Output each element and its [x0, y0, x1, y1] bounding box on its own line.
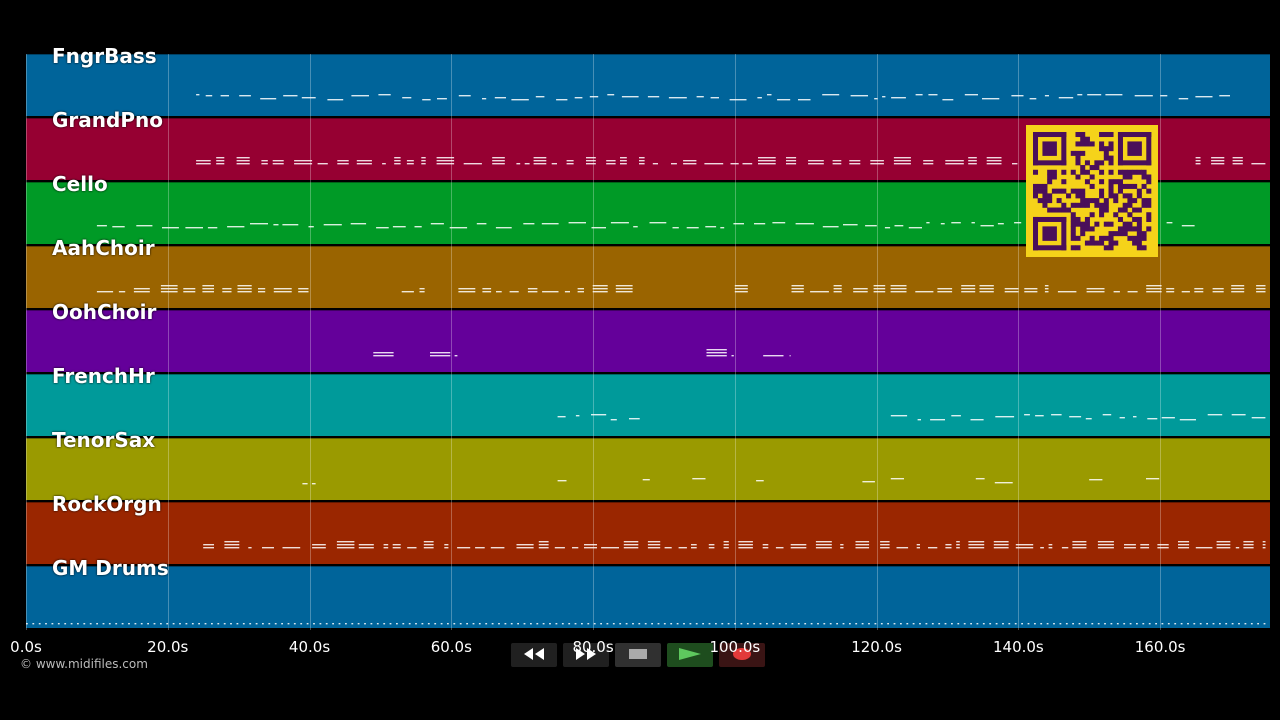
rewind-button[interactable] [511, 643, 557, 667]
rewind-icon [521, 646, 547, 665]
track-label: Cello [52, 172, 108, 196]
track-label: FrenchHr [52, 364, 155, 388]
play-button[interactable] [667, 643, 713, 667]
play-icon [677, 646, 703, 665]
copyright-text: © www.midifiles.com [20, 657, 148, 671]
track-label: OohChoir [52, 300, 157, 324]
stop-button[interactable] [615, 643, 661, 667]
time-gridline [734, 54, 736, 630]
track-rockorgn[interactable]: RockOrgn [26, 492, 1270, 564]
piano-roll-timeline[interactable]: FngrBass GrandPno Cello AahChoir OohChoir Fre… [26, 44, 1270, 630]
track-fngrbass[interactable]: FngrBass [26, 44, 1270, 116]
time-gridline [876, 54, 878, 630]
track-label: TenorSax [52, 428, 156, 452]
time-tick-label: 80.0s [572, 638, 614, 656]
time-tick-label: 40.0s [288, 638, 331, 656]
time-gridline [451, 54, 453, 630]
track-label: RockOrgn [52, 492, 162, 516]
record-icon [731, 646, 753, 665]
qr-code[interactable] [1026, 125, 1158, 257]
stop-icon [627, 646, 649, 665]
time-tick-label: 20.0s [147, 638, 189, 656]
time-gridline [167, 54, 169, 630]
time-gridline [26, 54, 27, 630]
time-tick-label: 160.0s [1134, 638, 1186, 656]
time-tick-label: 0.0s [10, 638, 42, 656]
track-label: GM Drums [52, 556, 169, 580]
track-tenorsax[interactable]: TenorSax [26, 428, 1270, 500]
track-notes [96, 285, 1266, 293]
time-gridline [1160, 54, 1162, 630]
transport-controls [511, 643, 769, 669]
time-tick-label: 140.0s [992, 638, 1044, 656]
track-gm-drums[interactable]: GM Drums [26, 556, 1270, 628]
track-notes [302, 478, 1160, 485]
track-label: FngrBass [52, 44, 157, 68]
record-button[interactable] [719, 643, 765, 667]
track-notes [196, 94, 1230, 101]
track-notes [196, 157, 1266, 165]
time-gridline [309, 54, 311, 630]
time-tick-label: 100.0s [709, 638, 761, 656]
fast-forward-icon [573, 646, 599, 665]
time-gridline [1018, 54, 1020, 630]
fast-forward-button[interactable] [563, 643, 609, 667]
time-tick-label: 60.0s [430, 638, 472, 656]
track-oohchoir[interactable]: OohChoir [26, 300, 1270, 372]
track-notes [557, 414, 1266, 421]
track-label: GrandPno [52, 108, 163, 132]
track-notes [203, 541, 1266, 549]
track-notes [26, 623, 1266, 625]
track-label: AahChoir [52, 236, 155, 260]
time-gridline [593, 54, 595, 630]
time-tick-label: 120.0s [851, 638, 902, 656]
track-frenchhr[interactable]: FrenchHr [26, 364, 1270, 436]
track-notes [373, 349, 791, 357]
